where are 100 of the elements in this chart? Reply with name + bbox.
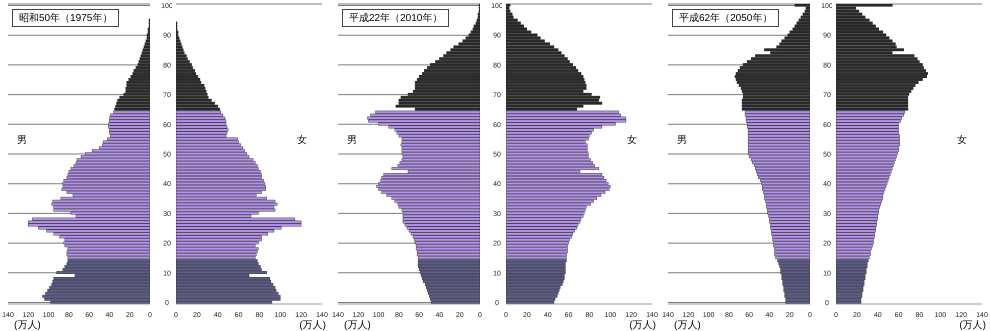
- bar: [430, 63, 480, 66]
- bar: [423, 280, 480, 283]
- bar: [176, 149, 246, 152]
- bar: [412, 235, 480, 238]
- bar: [836, 288, 864, 292]
- bar: [506, 298, 556, 301]
- bar: [800, 16, 810, 19]
- bar: [142, 48, 150, 52]
- text: 平成22年（2010年）: [342, 9, 450, 27]
- bar: [176, 164, 258, 168]
- bar: [506, 140, 586, 144]
- bar: [506, 274, 565, 277]
- bar: [402, 149, 480, 152]
- bar: [136, 66, 150, 70]
- bar: [836, 167, 893, 170]
- bar: [772, 235, 810, 238]
- bar: [176, 238, 262, 242]
- bar: [787, 34, 810, 36]
- bar: [506, 22, 521, 24]
- bar: [506, 4, 510, 7]
- bar: [804, 10, 810, 13]
- bar: [836, 170, 892, 173]
- bar: [836, 108, 908, 111]
- annotation: 女: [294, 132, 310, 148]
- bar: [755, 167, 810, 170]
- bar: [427, 288, 480, 292]
- bar: [176, 220, 302, 224]
- bar: [176, 176, 262, 179]
- bar: [117, 98, 150, 102]
- bar: [506, 24, 524, 28]
- bar: [431, 300, 480, 304]
- bar: [779, 42, 810, 46]
- bar: [396, 132, 480, 134]
- bar: [780, 271, 810, 274]
- bar: [767, 212, 810, 215]
- bar: [430, 298, 480, 301]
- bar: [402, 140, 480, 144]
- bar: [402, 214, 480, 218]
- bar: [109, 120, 150, 122]
- bar: [836, 140, 900, 144]
- bar: [506, 224, 578, 226]
- bar: [176, 92, 208, 96]
- bar: [402, 212, 480, 215]
- bar: [84, 152, 150, 156]
- bar: [748, 152, 810, 156]
- bar: [66, 262, 150, 266]
- bar: [836, 224, 877, 226]
- bar: [506, 18, 518, 22]
- bar: [408, 230, 480, 232]
- bar: [506, 60, 570, 64]
- bar: [836, 63, 923, 66]
- bar: [176, 90, 206, 93]
- bar: [506, 259, 567, 262]
- bar: [176, 277, 270, 280]
- bar: [506, 63, 573, 66]
- bar: [836, 238, 874, 242]
- bar: [742, 90, 810, 93]
- text: 平成62年（2050年）: [672, 9, 780, 27]
- bar: [418, 259, 480, 262]
- bar: [744, 110, 810, 114]
- bar: [394, 200, 480, 203]
- bar: [836, 48, 904, 52]
- bar: [750, 57, 810, 60]
- bar: [506, 66, 576, 70]
- bar: [52, 280, 150, 283]
- bar: [836, 60, 920, 64]
- bar: [506, 241, 569, 244]
- bar: [506, 277, 565, 280]
- bar: [746, 116, 810, 120]
- bar: [378, 182, 480, 185]
- bar: [506, 12, 512, 16]
- bar: [176, 188, 266, 191]
- bar: [138, 60, 150, 64]
- text: 昭和50年（1975年）: [12, 9, 120, 27]
- bar: [103, 140, 150, 144]
- bar: [66, 176, 150, 179]
- bar: [176, 208, 276, 212]
- bar: [62, 188, 150, 191]
- bar: [836, 220, 877, 224]
- bar: [738, 84, 810, 87]
- bar: [836, 137, 900, 140]
- bar: [66, 253, 150, 256]
- bar: [416, 253, 480, 256]
- bar: [68, 256, 150, 260]
- bar: [506, 188, 610, 191]
- bar: [144, 42, 150, 46]
- bar: [446, 51, 480, 54]
- bar: [176, 86, 206, 90]
- bar: [836, 122, 899, 126]
- bar: [506, 238, 570, 242]
- bar: [125, 86, 150, 90]
- bar: [836, 277, 866, 280]
- annotation: 女: [624, 132, 640, 148]
- bar: [176, 283, 274, 286]
- bar: [176, 114, 224, 117]
- bar: [506, 232, 573, 236]
- bar: [780, 268, 810, 271]
- bar: [132, 72, 150, 75]
- bar: [53, 277, 150, 280]
- bar: [748, 146, 810, 150]
